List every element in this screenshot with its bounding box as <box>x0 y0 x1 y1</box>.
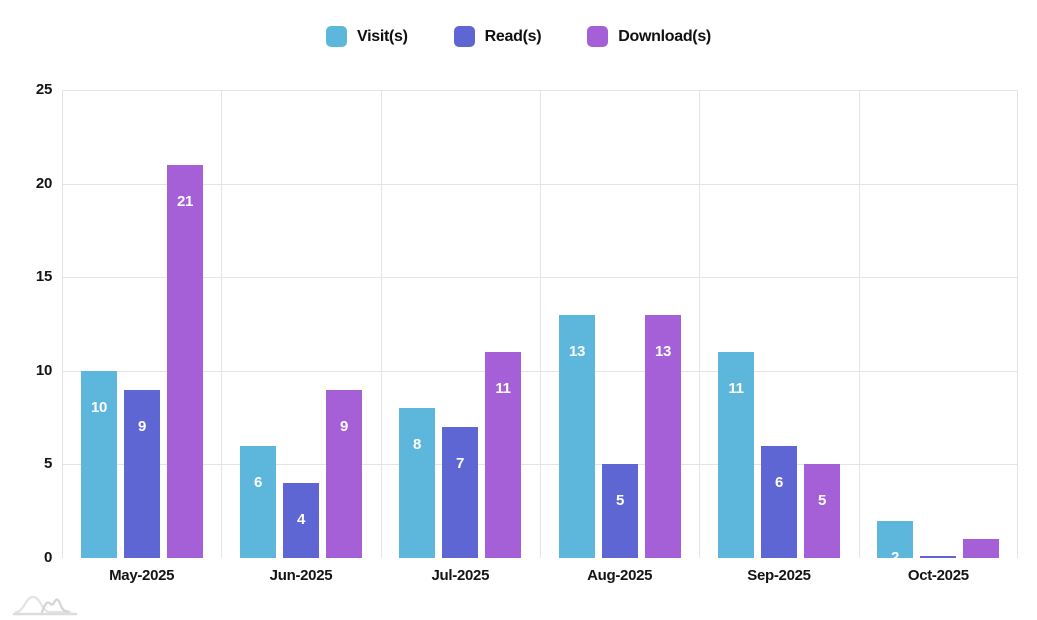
bar-visits-sep-2025 <box>718 352 754 558</box>
legend-swatch-icon <box>587 26 609 47</box>
legend-item-visits[interactable]: Visit(s) <box>326 26 408 47</box>
bar-value-label: 2 <box>890 549 900 558</box>
bar-reads-aug-2025 <box>602 464 638 558</box>
gridline-vertical <box>62 90 63 558</box>
bar-visits-oct-2025 <box>877 521 913 558</box>
bar-value-label: 7 <box>455 455 465 472</box>
bar-reads-jul-2025 <box>442 427 478 558</box>
bar-downloads-may-2025 <box>167 165 203 558</box>
legend-label: Visit(s) <box>357 27 408 45</box>
gridline-vertical <box>221 90 222 558</box>
y-axis-tick-label: 15 <box>35 268 52 285</box>
y-axis-tick-label: 0 <box>43 549 52 566</box>
x-axis-tick-label: Aug-2025 <box>587 567 653 584</box>
x-axis-tick-label: May-2025 <box>109 567 175 584</box>
legend-swatch-icon <box>453 26 475 47</box>
y-axis-tick-label: 10 <box>35 362 52 379</box>
bar-value-label: 8 <box>412 436 422 453</box>
bar-downloads-jul-2025 <box>485 352 521 558</box>
gridline-vertical <box>699 90 700 558</box>
bar-value-label: 4 <box>296 511 306 528</box>
bar-visits-may-2025 <box>81 371 117 558</box>
legend-swatch-icon <box>326 26 348 47</box>
bar-visits-jul-2025 <box>399 408 435 558</box>
bar-downloads-jun-2025 <box>326 390 362 558</box>
gridline-vertical <box>540 90 541 558</box>
bar-reads-may-2025 <box>124 390 160 558</box>
bar-downloads-aug-2025 <box>645 315 681 558</box>
gridline-vertical <box>859 90 860 558</box>
chart-legend: Visit(s) Read(s) Download(s) <box>0 26 1037 47</box>
bar-downloads-oct-2025 <box>963 539 999 558</box>
bar-reads-sep-2025 <box>761 446 797 558</box>
bar-visits-jun-2025 <box>240 446 276 558</box>
bar-value-label: 9 <box>339 418 349 435</box>
bar-value-label: 5 <box>615 492 625 509</box>
bar-reads-oct-2025 <box>920 556 956 558</box>
bar-value-label: 6 <box>253 474 263 491</box>
y-axis-tick-label: 20 <box>35 175 52 192</box>
gridline-vertical <box>381 90 382 558</box>
bar-value-label: 11 <box>495 380 511 397</box>
legend-label: Download(s) <box>618 27 711 45</box>
plot-area: 109216498711135131165201 <box>62 90 1018 558</box>
x-axis-tick-label: Jul-2025 <box>431 567 490 584</box>
bar-downloads-sep-2025 <box>804 464 840 558</box>
bar-reads-jun-2025 <box>283 483 319 558</box>
bar-value-label: 6 <box>774 474 784 491</box>
bar-value-label: 21 <box>176 193 194 210</box>
bar-value-label: 5 <box>817 492 827 509</box>
bar-value-label: 13 <box>654 343 672 360</box>
y-axis-tick-label: 25 <box>35 81 52 98</box>
bar-value-label: 11 <box>728 380 744 397</box>
bar-value-label: 10 <box>90 399 108 416</box>
legend-item-downloads[interactable]: Download(s) <box>587 26 711 47</box>
legend-item-reads[interactable]: Read(s) <box>453 26 542 47</box>
bar-value-label: 9 <box>137 418 147 435</box>
x-axis-tick-label: Oct-2025 <box>907 567 969 584</box>
bar-visits-aug-2025 <box>559 315 595 558</box>
y-axis-tick-label: 5 <box>43 455 52 472</box>
legend-label: Read(s) <box>484 27 542 45</box>
x-axis-tick-label: Sep-2025 <box>747 567 811 584</box>
bar-value-label: 13 <box>568 343 586 360</box>
x-axis-tick-label: Jun-2025 <box>269 567 333 584</box>
anychart-watermark-logo <box>12 595 78 616</box>
gridline-vertical <box>1017 90 1018 558</box>
